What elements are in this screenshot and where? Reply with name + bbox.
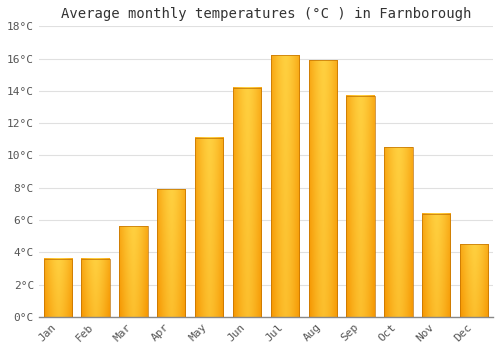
Bar (346, 96, 375, 317)
Bar (422, 214, 450, 317)
Bar (308, 60, 337, 317)
Bar (233, 88, 261, 317)
Bar (460, 244, 488, 317)
Bar (82, 259, 110, 317)
Bar (44, 259, 72, 317)
Bar (119, 226, 148, 317)
Title: Average monthly temperatures (°C ) in Farnborough: Average monthly temperatures (°C ) in Fa… (60, 7, 471, 21)
Bar (157, 189, 186, 317)
Bar (195, 138, 224, 317)
Bar (270, 55, 299, 317)
Bar (384, 147, 412, 317)
